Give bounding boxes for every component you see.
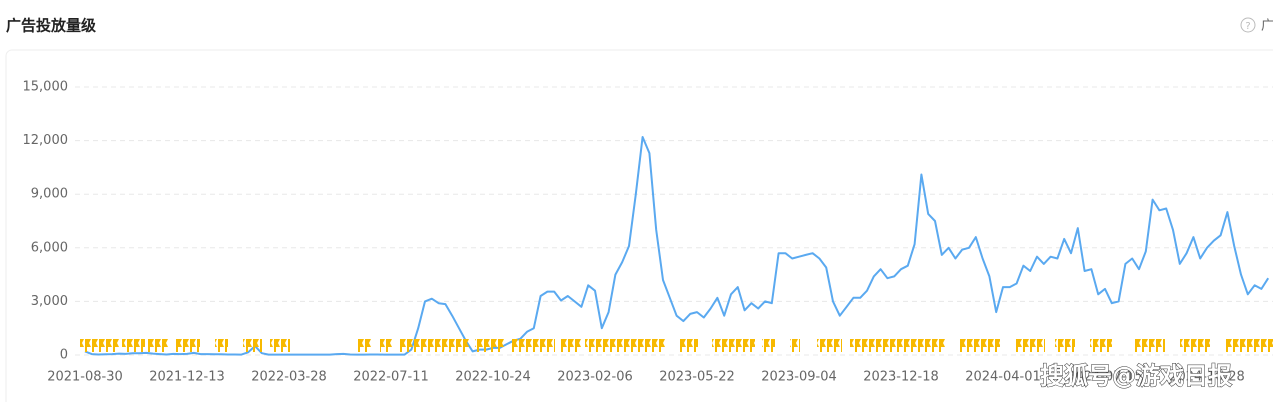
x-tick-label: 2023-09-04 xyxy=(761,370,837,385)
header-action[interactable]: 广 xyxy=(1261,19,1273,34)
watermark: 搜狐号@游戏日报 xyxy=(1040,362,1232,390)
x-tick-label: 2021-08-30 xyxy=(47,370,123,385)
chart-title: 广告投放量级 xyxy=(6,17,97,35)
x-tick-label: 2023-05-22 xyxy=(659,370,735,385)
y-tick-label: 3,000 xyxy=(31,294,68,309)
event-flags xyxy=(80,338,1273,352)
x-tick-label: 2023-02-06 xyxy=(557,370,633,385)
x-tick-label: 2021-12-13 xyxy=(149,370,225,385)
x-tick-label: 2023-12-18 xyxy=(863,370,939,385)
y-tick-label: 9,000 xyxy=(31,187,68,202)
y-tick-label: 0 xyxy=(60,348,68,363)
y-tick-label: 6,000 xyxy=(31,240,68,255)
plot: 0 3,000 6,000 9,000 12,000 15,000 xyxy=(23,80,1273,363)
y-tick-label: 15,000 xyxy=(23,80,69,95)
x-tick-label: 2022-10-24 xyxy=(455,370,531,385)
x-tick-label: 2024-04-01 xyxy=(965,370,1041,385)
x-tick-label: 2022-07-11 xyxy=(353,370,429,385)
data-line xyxy=(85,137,1268,355)
help-mark: ? xyxy=(1245,21,1250,32)
x-tick-label: 2022-03-28 xyxy=(251,370,327,385)
y-tick-label: 12,000 xyxy=(23,133,69,148)
